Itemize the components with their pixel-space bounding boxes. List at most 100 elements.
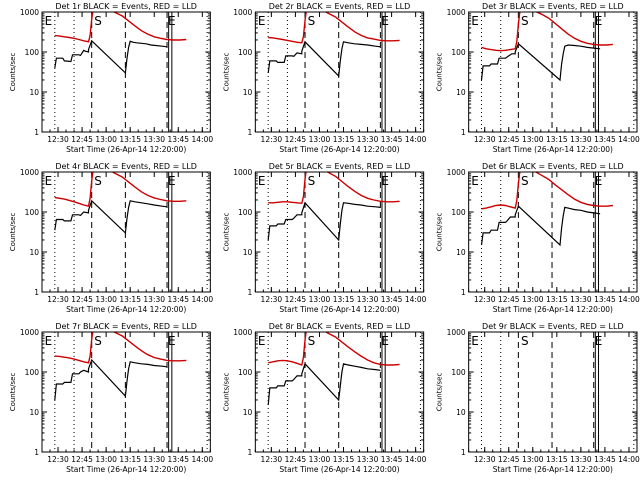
plot-title: Det 9r BLACK = Events, RED = LLD (482, 322, 624, 331)
phase-marker: S (94, 174, 102, 188)
x-tick-label: 12:30 (261, 455, 283, 464)
x-axis-label: Start Time (26-Apr-14 12:20:00) (66, 305, 186, 314)
x-tick-label: 14:00 (192, 295, 214, 304)
plot-title: Det 6r BLACK = Events, RED = LLD (482, 162, 624, 171)
x-tick-label: 13:45 (381, 295, 403, 304)
y-tick-label: 10 (29, 408, 39, 417)
series-line-lld (54, 332, 187, 364)
x-tick-label: 13:00 (95, 135, 117, 144)
y-tick-label: 1 (461, 288, 466, 297)
y-tick-label: 1000 (233, 8, 252, 17)
series-line-lld (54, 172, 187, 208)
y-tick-label: 10 (456, 88, 466, 97)
phase-marker: E (595, 174, 603, 188)
phase-marker: E (471, 14, 479, 28)
x-tick-label: 14:00 (192, 455, 214, 464)
y-axis-label: Counts/sec (222, 213, 230, 252)
x-tick-label: 13:45 (167, 455, 189, 464)
y-tick-label: 100 (25, 48, 40, 57)
x-tick-label: 12:45 (71, 135, 93, 144)
phase-marker: S (521, 14, 529, 28)
series-line-lld (268, 172, 400, 205)
x-tick-label: 13:15 (333, 135, 355, 144)
x-tick-label: 13:00 (95, 455, 117, 464)
x-tick-label: 12:45 (285, 455, 307, 464)
phase-marker: E (471, 174, 479, 188)
y-tick-label: 10 (456, 248, 466, 257)
x-tick-label: 13:30 (143, 455, 165, 464)
x-tick-label: 13:15 (546, 295, 568, 304)
series-line-events (480, 42, 601, 82)
x-tick-label: 13:00 (522, 135, 544, 144)
x-tick-label: 12:30 (47, 135, 69, 144)
x-tick-label: 12:45 (285, 295, 307, 304)
plot-panel-6: Det 6r BLACK = Events, RED = LLD 1 10 100 10… (436, 162, 640, 314)
x-axis-label: Start Time (26-Apr-14 12:20:00) (279, 145, 399, 154)
x-tick-label: 12:45 (71, 295, 93, 304)
x-tick-label: 12:45 (498, 135, 520, 144)
x-tick-label: 13:45 (167, 135, 189, 144)
x-tick-label: 13:15 (333, 295, 355, 304)
plot-panel-2: Det 2r BLACK = Events, RED = LLD 1 10 100 10… (222, 2, 426, 154)
y-axis-label: Counts/sec (9, 53, 17, 92)
plot-title: Det 3r BLACK = Events, RED = LLD (482, 2, 624, 11)
y-tick-label: 100 (451, 208, 466, 217)
y-tick-label: 1 (461, 448, 466, 457)
phase-marker: S (521, 174, 529, 188)
phase-marker: E (595, 14, 603, 28)
y-axis-label: Counts/sec (436, 213, 444, 252)
x-axis-label: Start Time (26-Apr-14 12:20:00) (66, 465, 186, 474)
x-axis-label: Start Time (26-Apr-14 12:20:00) (279, 305, 399, 314)
plot-frame (41, 331, 211, 453)
phase-marker: S (94, 14, 102, 28)
x-tick-label: 14:00 (618, 295, 640, 304)
y-axis-label: Counts/sec (222, 53, 230, 92)
x-tick-label: 13:30 (570, 455, 592, 464)
plot-title: Det 2r BLACK = Events, RED = LLD (269, 2, 411, 11)
phase-marker: E (471, 334, 479, 348)
x-tick-label: 13:00 (309, 135, 331, 144)
x-axis-label: Start Time (26-Apr-14 12:20:00) (493, 145, 613, 154)
y-tick-label: 100 (25, 208, 40, 217)
x-axis-label: Start Time (26-Apr-14 12:20:00) (493, 305, 613, 314)
plot-panel-9: Det 9r BLACK = Events, RED = LLD 1 10 100 10… (436, 322, 640, 474)
plot-panel-8: Det 8r BLACK = Events, RED = LLD 1 10 100 10… (222, 322, 426, 474)
plot-frame (41, 171, 211, 293)
x-tick-label: 13:45 (381, 135, 403, 144)
x-tick-label: 13:45 (594, 135, 616, 144)
plot-panel-1: Det 1r BLACK = Events, RED = LLD 1 10 100 10… (9, 2, 213, 154)
y-tick-label: 1000 (447, 8, 466, 17)
x-tick-label: 13:00 (95, 295, 117, 304)
y-tick-label: 10 (243, 248, 253, 257)
plot-panel-7: Det 7r BLACK = Events, RED = LLD 1 10 100 10… (9, 322, 213, 474)
x-tick-label: 14:00 (405, 295, 427, 304)
series-line-events (54, 199, 168, 235)
series-line-events (267, 201, 381, 242)
x-tick-label: 13:30 (357, 295, 379, 304)
plot-frame (254, 171, 425, 293)
y-axis-label: Counts/sec (9, 213, 17, 252)
x-tick-label: 12:30 (474, 295, 496, 304)
x-tick-label: 14:00 (192, 135, 214, 144)
phase-marker: E (45, 14, 53, 28)
plot-panel-5: Det 5r BLACK = Events, RED = LLD 1 10 100 10… (222, 162, 426, 314)
x-tick-label: 13:15 (119, 455, 141, 464)
phase-marker: E (381, 334, 389, 348)
y-tick-label: 1000 (20, 328, 39, 337)
x-tick-label: 12:30 (261, 135, 283, 144)
phase-marker: E (45, 174, 53, 188)
phase-marker: E (258, 14, 266, 28)
x-tick-label: 13:00 (309, 295, 331, 304)
x-tick-label: 14:00 (618, 455, 640, 464)
y-tick-label: 10 (243, 408, 253, 417)
plot-title: Det 5r BLACK = Events, RED = LLD (269, 162, 411, 171)
x-tick-label: 13:30 (143, 295, 165, 304)
y-axis-label: Counts/sec (436, 53, 444, 92)
plot-title: Det 1r BLACK = Events, RED = LLD (55, 2, 197, 11)
y-tick-label: 1 (34, 288, 39, 297)
x-axis-label: Start Time (26-Apr-14 12:20:00) (66, 145, 186, 154)
series-line-lld (268, 332, 400, 366)
plot-title: Det 4r BLACK = Events, RED = LLD (55, 162, 197, 171)
plot-frame (41, 11, 211, 133)
